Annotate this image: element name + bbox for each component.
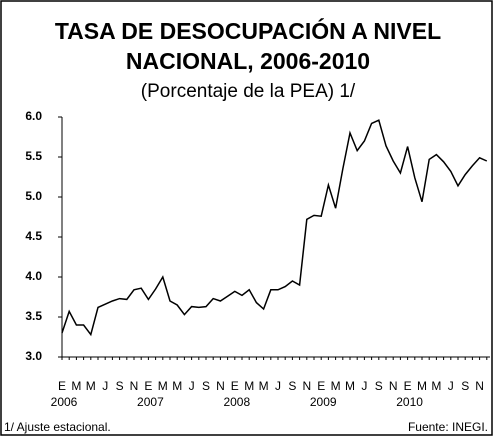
x-tick-label: M xyxy=(244,379,254,393)
x-tick-label: E xyxy=(231,379,239,393)
x-tick-label: S xyxy=(375,379,383,393)
year-label: 2010 xyxy=(396,395,423,409)
x-tick-label: N xyxy=(302,379,311,393)
x-tick-label: N xyxy=(389,379,398,393)
y-tick-label: 5.0 xyxy=(25,189,42,203)
footnote: 1/ Ajuste estacional. xyxy=(4,420,111,434)
x-tick-label: J xyxy=(448,379,454,393)
x-tick-label: N xyxy=(216,379,225,393)
x-tick-label: M xyxy=(431,379,441,393)
y-tick-label: 3.5 xyxy=(25,309,42,323)
x-tick-label: E xyxy=(404,379,412,393)
x-tick-label: S xyxy=(116,379,124,393)
x-tick-label: J xyxy=(275,379,281,393)
x-tick-label: S xyxy=(202,379,210,393)
year-label: 2006 xyxy=(51,395,78,409)
y-tick-label: 4.0 xyxy=(25,269,42,283)
year-label: 2007 xyxy=(137,395,164,409)
x-tick-label: J xyxy=(189,379,195,393)
x-tick-label: E xyxy=(144,379,152,393)
x-tick-label: M xyxy=(172,379,182,393)
chart-title: NACIONAL, 2006-2010 xyxy=(126,48,370,74)
x-tick-label: E xyxy=(58,379,66,393)
x-tick-label: M xyxy=(158,379,168,393)
x-tick-label: E xyxy=(317,379,325,393)
x-tick-label: N xyxy=(130,379,139,393)
chart-title: TASA DE DESOCUPACIÓN A NIVEL xyxy=(55,17,441,44)
x-tick-label: M xyxy=(345,379,355,393)
year-label: 2008 xyxy=(223,395,250,409)
x-tick-label: S xyxy=(461,379,469,393)
x-tick-label: N xyxy=(475,379,484,393)
chart-subtitle: (Porcentaje de la PEA) 1/ xyxy=(141,81,356,102)
y-tick-label: 5.5 xyxy=(25,149,42,163)
year-label: 2009 xyxy=(310,395,337,409)
y-tick-label: 3.0 xyxy=(25,349,42,363)
x-tick-label: M xyxy=(86,379,96,393)
x-tick-label: J xyxy=(102,379,108,393)
x-tick-label: M xyxy=(331,379,341,393)
y-tick-label: 6.0 xyxy=(25,109,42,123)
x-tick-label: M xyxy=(259,379,269,393)
source: Fuente: INEGI. xyxy=(408,420,488,434)
x-tick-label: S xyxy=(288,379,296,393)
x-tick-label: M xyxy=(417,379,427,393)
x-tick-label: M xyxy=(71,379,81,393)
data-line xyxy=(61,119,488,337)
x-tick-label: J xyxy=(361,379,367,393)
y-tick-label: 4.5 xyxy=(25,229,42,243)
